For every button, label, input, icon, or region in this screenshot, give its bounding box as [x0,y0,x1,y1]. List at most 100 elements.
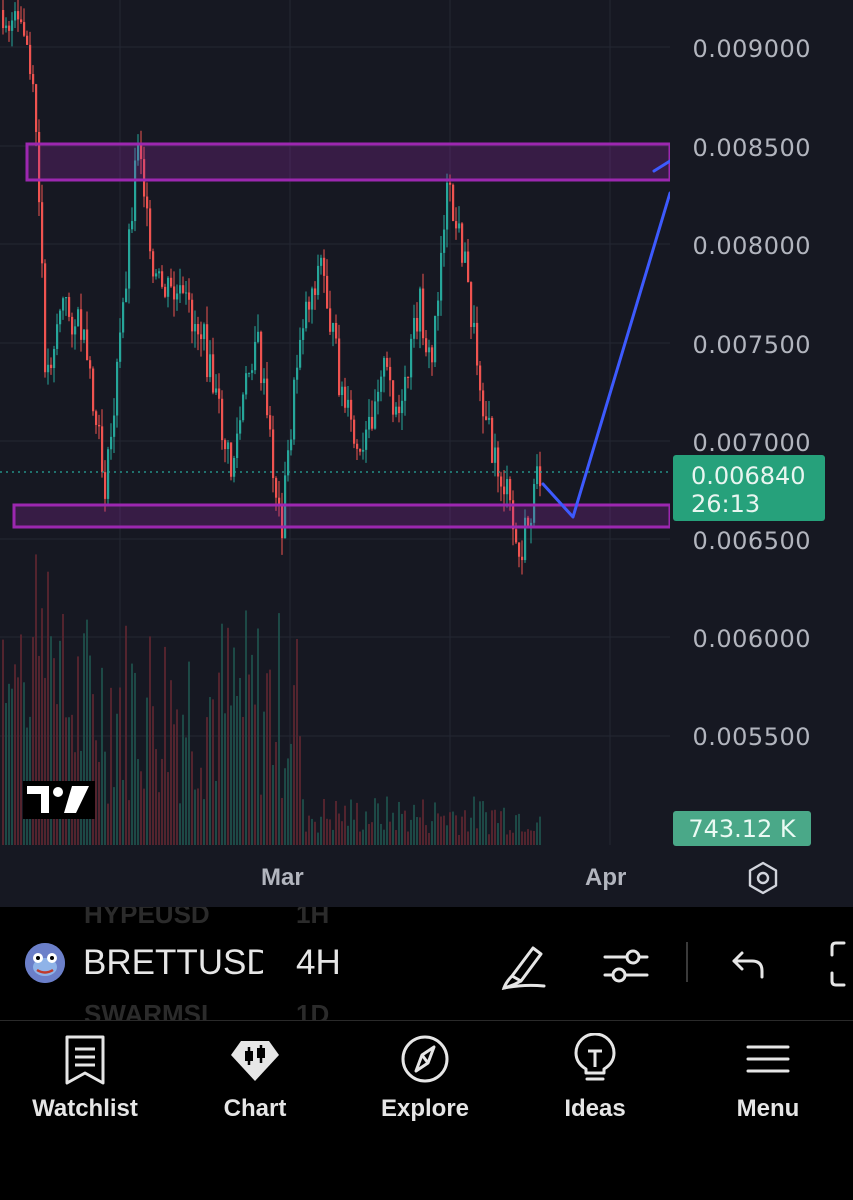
candle-body [209,354,212,378]
candle-body [479,365,482,391]
candle-body [317,265,320,295]
volume-bar [209,697,211,845]
volume-bar [200,767,202,845]
volume-bar [362,829,364,845]
volume-bar [380,823,382,845]
candle-body [107,449,110,499]
volume-bar [323,798,325,845]
volume-bar [485,812,487,845]
volume-bar [281,797,283,845]
volume-bar [320,816,322,845]
volume-bar [173,724,175,845]
volume-bar [251,654,253,845]
candle-body [539,466,542,487]
candle-body [359,448,362,452]
volume-bar [53,658,55,845]
nav-item-explore[interactable]: Explore [340,1021,510,1141]
candle-body [470,282,473,327]
candle-body [434,315,437,363]
candle-body [200,334,203,340]
candle-body [203,324,206,340]
candle-body [332,322,335,332]
volume-bar [134,672,136,845]
candle-body [482,390,485,417]
volume-bar [71,714,73,845]
volume-bar [350,799,352,845]
volume-bar [455,815,457,845]
volume-bar [365,811,367,845]
volume-bar [458,834,460,845]
candle-body [182,285,185,293]
volume-bar [431,821,433,845]
candle-body [227,442,230,450]
candle-body [188,292,191,300]
undo-icon[interactable] [730,949,766,981]
volume-bar [185,737,187,845]
candle-body [413,317,416,339]
volume-bar [284,768,286,845]
candle-body [92,368,95,412]
symbol-avatar[interactable] [25,943,65,983]
candle-body [398,406,401,414]
volume-bar [413,804,415,845]
candle-body [410,338,413,378]
candle-body [323,257,326,276]
candle-body [245,373,248,395]
candle-body [371,416,374,429]
nav-item-menu[interactable]: Menu [683,1021,853,1141]
volume-bar [122,779,124,845]
candle-body [443,229,446,253]
candle-body [308,301,311,310]
candle-body [503,486,506,495]
volume-bar [461,816,463,845]
candle-body [224,440,227,450]
volume-bar [47,571,49,845]
candle-body [164,286,167,297]
volume-bar [245,610,247,845]
volume-bar [257,628,259,845]
candle-body [527,517,530,527]
symbol-name[interactable]: BRETTUSD [83,943,263,982]
nav-item-chart[interactable]: Chart [170,1021,340,1141]
candle-body [449,182,452,185]
interval-selector[interactable]: 4H [296,943,341,982]
volume-bar [77,656,79,845]
volume-bar [404,810,406,845]
candle-body [74,326,77,335]
volume-bar [272,764,274,845]
volume-bar [146,697,148,845]
nav-item-watchlist[interactable]: Watchlist [0,1021,170,1141]
candle-body [407,376,410,378]
candle-body [299,339,302,368]
fullscreen-icon[interactable] [828,941,853,987]
volume-bar [353,819,355,845]
volume-bar [476,828,478,845]
candle-body [428,347,431,353]
volume-bar [131,663,133,845]
candle-body [173,286,176,300]
candle-body [518,542,521,557]
sliders-icon[interactable] [603,945,649,987]
volume-bar [521,831,523,845]
volume-bar [182,714,184,845]
volume-bar [107,803,109,845]
candle-body [464,251,467,263]
price-chart[interactable] [0,0,853,907]
nav-item-ideas[interactable]: Ideas [510,1021,680,1141]
brush-icon[interactable] [500,940,548,990]
volume-bar [518,813,520,845]
volume-bar [263,711,265,845]
candle-body [365,429,368,450]
resistance-zone [25,142,672,182]
chart-settings-icon[interactable] [745,860,781,896]
volume-bar [197,788,199,845]
volume-bar [212,699,214,845]
volume-bar [452,811,454,845]
chart-area[interactable]: 0.009000 0.008500 0.008000 0.007500 0.00… [0,0,853,907]
volume-bar [509,830,511,845]
volume-bar [230,705,232,845]
volume-bar [308,815,310,845]
candle-body [347,399,350,408]
candle-body [116,361,119,416]
candle-body [302,328,305,340]
